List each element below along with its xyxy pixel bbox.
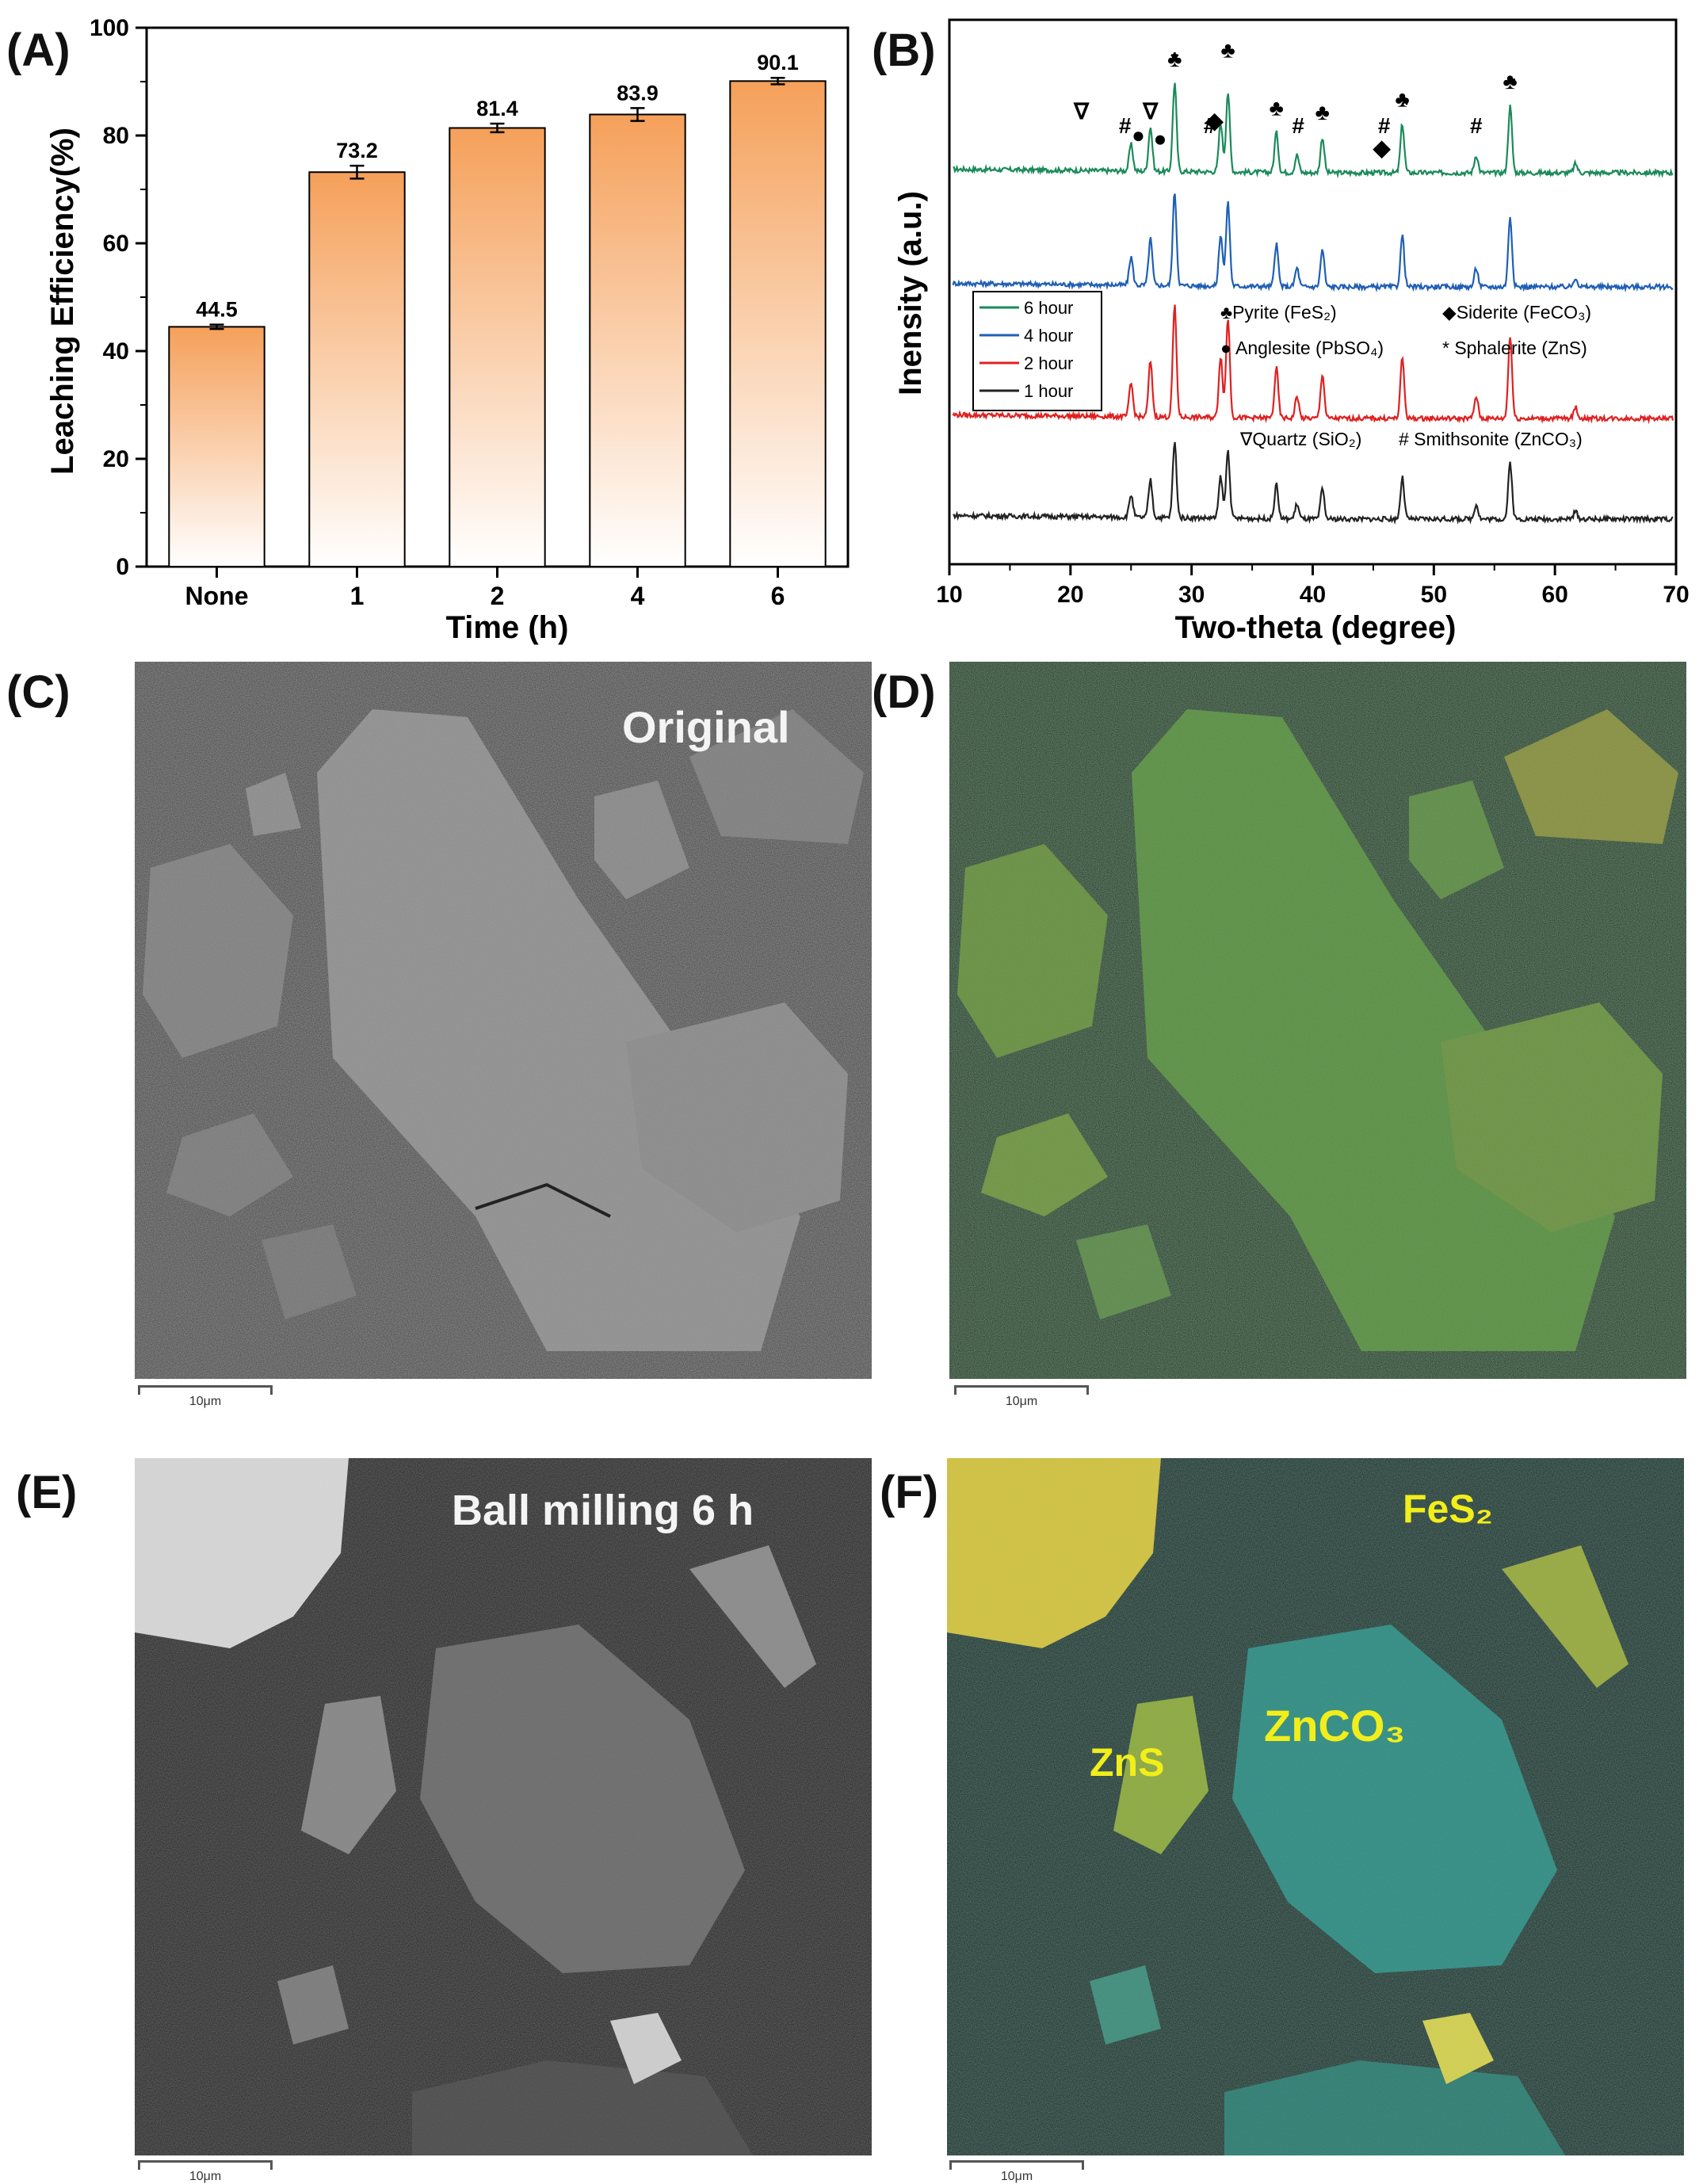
scalebar-label: 10μm: [189, 2170, 222, 2183]
panel-label-a: (A): [6, 25, 71, 76]
x-tick-label: 70: [1663, 582, 1689, 608]
x-tick-label: 40: [1300, 582, 1326, 608]
x-tick-label: 4: [631, 582, 645, 610]
peak-marker: ♣: [1167, 47, 1182, 71]
eds-map-ball-milled: FeS₂ ZnS ZnCO₃: [947, 1458, 1684, 2155]
xrd-series-line: [953, 441, 1674, 525]
y-tick-label: 80: [103, 123, 129, 149]
peak-marker: ●: [1132, 123, 1145, 147]
y-axis-label: Leaching Efficiency(%): [45, 128, 80, 475]
peak-marker: ♣: [1315, 100, 1330, 124]
peak-marker: ◆: [1373, 136, 1392, 160]
phase-label-znco3: ZnCO₃: [1264, 1701, 1406, 1751]
bar: [449, 127, 546, 568]
data-label: 73.2: [336, 139, 378, 162]
legend-label: 1 hour: [1024, 381, 1073, 401]
peak-marker: #: [1470, 113, 1483, 138]
panel-label-c: (C): [6, 666, 71, 718]
y-tick-label: 100: [90, 15, 129, 41]
peak-marker: *: [1507, 71, 1516, 95]
peak-marker: ♣: [1220, 38, 1235, 63]
peak-marker: ◆: [1205, 109, 1224, 133]
x-axis-label: Two-theta (degree): [1175, 610, 1457, 645]
panel-label-d: (D): [872, 666, 936, 718]
x-tick-label: None: [185, 582, 249, 610]
peak-marker: ●: [1153, 126, 1167, 151]
peak-marker: ♣: [1269, 96, 1283, 120]
y-tick-label: 60: [103, 231, 129, 257]
scalebar-label: 10μm: [189, 1395, 222, 1408]
eds-map-original: [949, 662, 1686, 1379]
y-tick-label: 20: [103, 446, 129, 472]
sem-micrograph: [135, 1458, 872, 2155]
xrd-series-line: [952, 304, 1674, 425]
data-label: 90.1: [757, 51, 799, 74]
phase-legend-entry: ♣Pyrite (FeS₂): [1220, 302, 1337, 323]
x-tick-label: 30: [1178, 582, 1205, 608]
x-tick-label: 50: [1421, 582, 1447, 608]
peak-marker: ∇: [1073, 99, 1090, 124]
leaching-efficiency-bar-chart: 44.5 73.2 81.4 83.9 90.1 0 20 40 60 80 100 None 1 2 4…: [45, 15, 850, 645]
legend-label: 4 hour: [1024, 326, 1073, 346]
x-tick-label: 20: [1057, 582, 1083, 608]
y-tick-label: 40: [103, 338, 129, 365]
legend-label: 6 hour: [1024, 298, 1073, 318]
bar: [308, 171, 406, 568]
phase-legend-entry: ∇Quartz (SiO₂): [1239, 429, 1361, 449]
peak-marker: *: [1401, 93, 1410, 116]
phase-label-zns: ZnS: [1090, 1740, 1165, 1785]
x-tick-label: 6: [771, 582, 785, 610]
bar: [168, 326, 265, 567]
x-tick-label: 10: [936, 582, 962, 608]
xrd-series-line: [953, 82, 1674, 179]
peak-marker: #: [1292, 113, 1304, 138]
sem-micrograph: [135, 662, 872, 1379]
phase-legend-entry: ● Anglesite (PbSO₄): [1220, 338, 1384, 358]
phase-legend-entry: * Sphalerite (ZnS): [1442, 338, 1587, 358]
y-axis-label: Inensity (a.u.): [893, 191, 928, 395]
data-label: 81.4: [476, 97, 518, 120]
bar: [729, 80, 827, 567]
panel-label-f: (F): [880, 1467, 939, 1518]
legend-label: 2 hour: [1024, 353, 1073, 373]
peak-marker: ∇: [1142, 99, 1159, 124]
y-tick-label: 0: [116, 554, 129, 580]
peak-marker: #: [1378, 113, 1391, 138]
image-label-original: Original: [622, 702, 790, 752]
data-label: 83.9: [617, 81, 659, 105]
phase-legend-entry: # Smithsonite (ZnCO₃): [1399, 429, 1583, 449]
phase-legend-entry: ◆Siderite (FeCO₃): [1442, 302, 1591, 323]
scalebar-label: 10μm: [1005, 1395, 1038, 1408]
bar: [589, 113, 686, 568]
xrd-pattern-chart: ∇# ●∇●♣*#◆♣♣#♣#◆♣*#♣* 10 20 30 40 50 60 70 6 ho…: [893, 18, 1690, 645]
data-label: 44.5: [196, 298, 238, 322]
eds-map: [947, 1458, 1684, 2155]
x-tick-label: 60: [1541, 582, 1567, 608]
panel-label-e: (E): [16, 1467, 78, 1518]
x-tick-label: 2: [491, 582, 505, 610]
xrd-series-line: [952, 193, 1674, 293]
peak-marker: ♣: [1395, 86, 1409, 111]
peak-marker: *: [1170, 48, 1179, 71]
x-tick-label: 1: [350, 582, 365, 610]
peak-marker: #: [1204, 113, 1216, 138]
x-axis-label: Time (h): [446, 610, 569, 645]
image-label-ball-milling: Ball milling 6 h: [452, 1487, 754, 1534]
eds-map: [949, 662, 1686, 1379]
sem-image-original: Original: [135, 662, 872, 1379]
sem-image-ball-milled: Ball milling 6 h: [135, 1458, 872, 2155]
scalebar-label: 10μm: [1000, 2170, 1033, 2183]
peak-marker: ♣: [1503, 69, 1517, 94]
peak-marker: #: [1119, 113, 1132, 138]
panel-label-b: (B): [872, 25, 936, 76]
phase-label-fes2: FeS₂: [1403, 1487, 1493, 1531]
